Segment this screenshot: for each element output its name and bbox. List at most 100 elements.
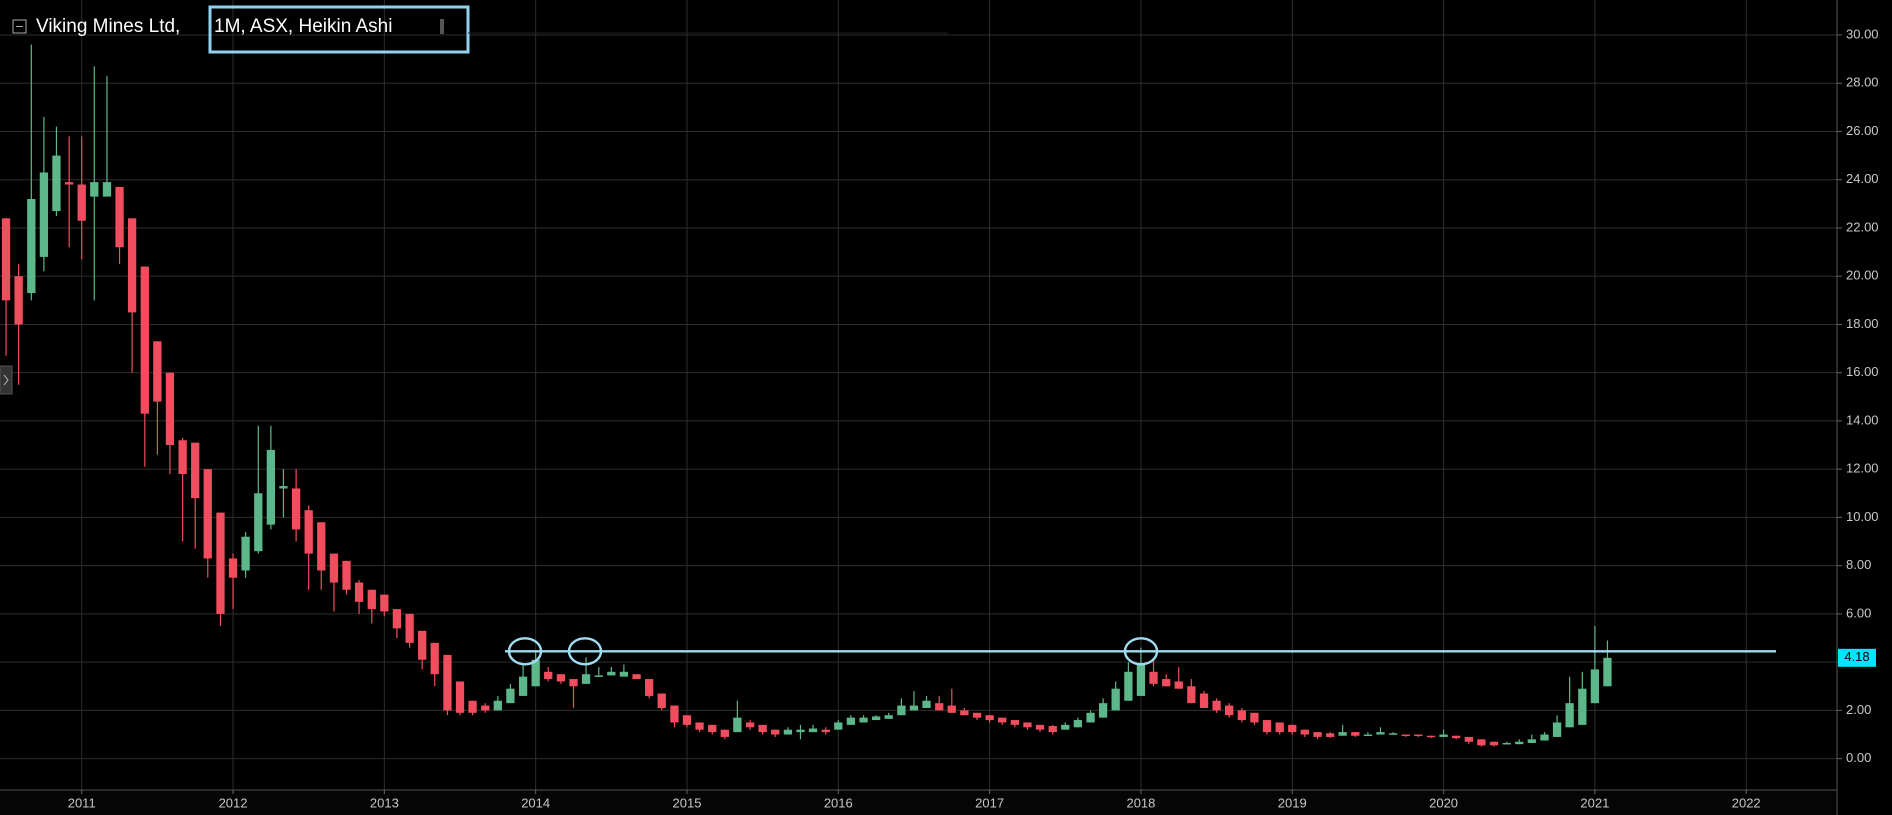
candle-body [14, 276, 23, 325]
candle-body [821, 729, 830, 733]
legend-handle[interactable] [440, 19, 444, 34]
y-tick-label: 18.00 [1846, 316, 1879, 331]
candle-body [1540, 734, 1549, 741]
y-tick-label: 6.00 [1846, 605, 1871, 620]
side-panel-toggle[interactable] [0, 365, 13, 395]
y-tick-label: 2.00 [1846, 702, 1871, 717]
candle-body [304, 510, 313, 554]
candle-body [922, 700, 931, 708]
collapse-button[interactable] [12, 19, 27, 34]
candle-body [228, 558, 238, 578]
candle-body [140, 266, 149, 414]
candle-body [405, 613, 414, 643]
candle-body [871, 716, 881, 721]
overlay [505, 637, 1776, 666]
candle-body [1464, 736, 1473, 742]
candle-body [1237, 710, 1247, 721]
candle-body [1023, 722, 1032, 728]
candle-body [1590, 669, 1600, 704]
candle-body [481, 705, 490, 711]
candle-body [1073, 720, 1082, 728]
candle-body [65, 182, 74, 185]
candle-body [1010, 720, 1020, 725]
candle-body [216, 512, 225, 614]
candle-body [1136, 664, 1146, 696]
candle-body [594, 675, 603, 677]
y-tick-label: 30.00 [1846, 26, 1879, 41]
candle-body [241, 536, 250, 571]
candle-body [607, 671, 616, 676]
candle-body [632, 674, 641, 680]
candle-body [1527, 739, 1536, 743]
candle-body [279, 486, 288, 489]
last-price-box [1838, 648, 1876, 667]
candle-body [430, 642, 439, 675]
candle-body [985, 715, 994, 721]
candle-body [695, 722, 704, 730]
candle-body [1426, 735, 1436, 738]
candle-body [1477, 739, 1486, 746]
y-tick-label: 26.00 [1846, 123, 1879, 138]
x-tick-label: 2016 [824, 795, 853, 810]
x-tick-label: 2017 [975, 795, 1004, 810]
candle-body [1048, 726, 1057, 733]
candle-body [115, 186, 124, 248]
candle-body [1086, 712, 1095, 723]
candle-body [354, 582, 364, 602]
candle-body [960, 710, 969, 716]
candle-body [102, 182, 112, 197]
x-tick-label: 2021 [1580, 795, 1609, 810]
candle-body [972, 712, 982, 718]
candle-body [1515, 741, 1524, 745]
candle-body [1552, 722, 1562, 737]
candle-body [1313, 732, 1322, 737]
candle-body [1363, 734, 1373, 737]
candle-body [468, 700, 477, 713]
candle-body [1502, 742, 1511, 745]
candle-body [266, 449, 276, 525]
candle-body [556, 674, 566, 682]
candle-body [834, 722, 843, 730]
candle-body [1124, 671, 1133, 701]
candle-body [77, 184, 86, 221]
candle-body [380, 594, 389, 612]
candle-body [808, 728, 818, 733]
candle-body [1225, 705, 1234, 716]
candle-body [745, 722, 755, 728]
candle-body [1565, 703, 1574, 728]
x-axis-strip [0, 790, 1837, 815]
candle-body [367, 589, 376, 610]
candle-body [1603, 657, 1612, 687]
y-tick-label: 22.00 [1846, 219, 1879, 234]
candle-body [1439, 734, 1448, 737]
x-tick-label: 2012 [219, 795, 248, 810]
x-tick-label: 2018 [1126, 795, 1155, 810]
candle-body [443, 654, 452, 711]
candle-body [178, 440, 187, 474]
candle-body [581, 674, 591, 684]
candle-body [1162, 679, 1171, 687]
candle-body [493, 700, 502, 711]
candle-body [544, 671, 553, 680]
candle-body [1212, 700, 1221, 711]
x-tick-label: 2020 [1429, 795, 1458, 810]
x-tick-label: 2011 [68, 795, 96, 810]
candles [1, 44, 1612, 747]
candle-body [455, 681, 465, 713]
x-tick-label: 2014 [521, 795, 550, 810]
candle-body [1061, 724, 1070, 730]
candle-body [1376, 732, 1385, 735]
touch-circle [507, 637, 543, 666]
candle-body [708, 724, 717, 733]
candle-body [291, 488, 301, 530]
candle-body [1578, 688, 1587, 725]
y-tick-label: 0.00 [1846, 750, 1871, 765]
candle-body [506, 688, 515, 704]
candle-body [771, 729, 780, 735]
candle-body [1, 218, 11, 301]
candle-body [392, 609, 402, 629]
candle-body [1098, 703, 1108, 718]
candle-body [1111, 688, 1120, 711]
